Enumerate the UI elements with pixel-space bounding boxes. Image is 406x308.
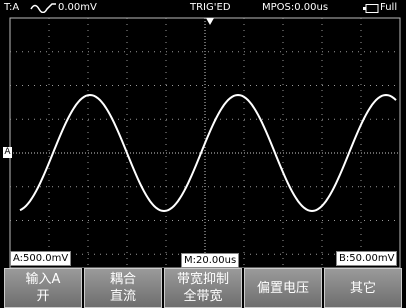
menu-button[interactable]: 带宽抑制全带宽 bbox=[164, 268, 242, 308]
trigger-icon bbox=[30, 3, 58, 13]
ch-b-scale: B:50.00mV bbox=[336, 251, 397, 266]
waveform-grid bbox=[0, 16, 406, 268]
trigger-position-marker bbox=[206, 18, 214, 25]
menu-button[interactable]: 耦合直流 bbox=[84, 268, 162, 308]
menu-label: 全带宽 bbox=[165, 288, 241, 305]
menu-label: 耦合 bbox=[85, 271, 161, 288]
menu-label: 带宽抑制 bbox=[165, 271, 241, 288]
trigger-level: 0.00mV bbox=[58, 0, 97, 16]
trigger-status: TRIG'ED bbox=[190, 0, 231, 16]
oscilloscope-screen: T:A 0.00mV TRIG'ED MPOS:0.00us Full A A:… bbox=[0, 0, 406, 308]
channel-marker: A bbox=[3, 147, 12, 158]
menu-label: 其它 bbox=[325, 280, 401, 297]
power: Full bbox=[380, 0, 397, 16]
menu-label: 输入A bbox=[5, 271, 81, 288]
timebase: M:20.00us bbox=[181, 253, 239, 268]
mpos: MPOS:0.00us bbox=[262, 0, 328, 16]
menu-label: 偏置电压 bbox=[245, 280, 321, 297]
ch-a-scale: A:500.0mV bbox=[10, 251, 71, 266]
menu-label: 直流 bbox=[85, 288, 161, 305]
menu-button[interactable]: 偏置电压 bbox=[244, 268, 322, 308]
menu-label: 开 bbox=[5, 288, 81, 305]
channel: T:A bbox=[4, 0, 19, 16]
menu-button[interactable]: 其它 bbox=[324, 268, 402, 308]
battery-icon bbox=[363, 4, 379, 13]
